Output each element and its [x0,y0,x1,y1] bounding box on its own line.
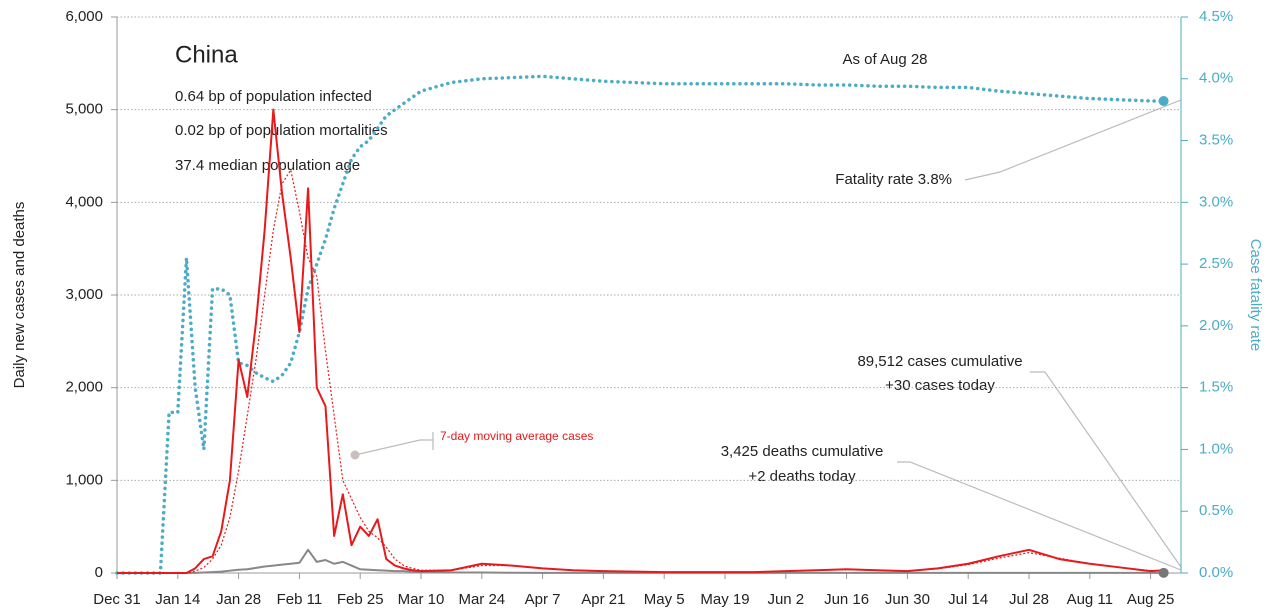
x-tick-label: Mar 24 [458,591,505,608]
end-dot [1158,567,1169,578]
annotation: As of Aug 28 [842,51,927,68]
x-tick-label: Jul 14 [948,591,988,608]
x-tick-label: Jun 2 [767,591,804,608]
y2-tick-label: 4.5% [1199,8,1233,25]
annotation: +2 deaths today [748,468,856,485]
leader-line [354,439,433,456]
y-tick-label: 4,000 [65,193,103,210]
series-line [117,548,1164,574]
y2-tick-label: 1.5% [1199,379,1233,396]
leaders [354,99,1182,571]
y2-tick-label: 2.0% [1199,317,1233,334]
annotation: 89,512 cases cumulative [857,353,1022,370]
y-tick-label: 3,000 [65,286,103,303]
annotation: +30 cases today [885,377,995,394]
subtitle: 0.02 bp of population mortalities [175,122,388,139]
y-tick-label: 2,000 [65,379,103,396]
x-tick-label: Aug 25 [1127,591,1175,608]
y2-tick-label: 0.0% [1199,564,1233,581]
end-dot [1158,96,1169,107]
x-tick-label: Aug 11 [1067,591,1113,608]
y2-tick-label: 0.5% [1199,502,1233,519]
leader-line [1030,371,1182,568]
leader-line [897,461,1182,571]
y2-tick-label: 2.5% [1199,255,1233,272]
x-tick-label: Jan 14 [155,591,200,608]
leader-dot [350,450,360,460]
x-tick-label: Mar 10 [398,591,445,608]
x-tick-label: Feb 11 [277,591,323,608]
annotation: 7-day moving average cases [440,429,593,443]
y-tick-label: 6,000 [65,8,103,25]
y-tick-label: 5,000 [65,101,103,118]
x-tick-label: Jul 28 [1009,591,1049,608]
x-tick-label: Jun 30 [885,591,930,608]
chart-title: China [175,41,238,68]
y-tick-label: 0 [95,564,103,581]
annotation: 3,425 deaths cumulative [721,443,884,460]
y2-axis-label: Case fatality rate [1247,239,1264,352]
x-tick-label: Apr 7 [525,591,561,608]
y2-tick-label: 1.0% [1199,440,1233,457]
annotation: Fatality rate 3.8% [835,171,952,188]
x-tick-label: Dec 31 [93,591,141,608]
y2-tick-label: 3.0% [1199,193,1233,210]
series-line [115,74,1166,575]
y2-tick-label: 4.0% [1199,70,1233,87]
y-tick-label: 1,000 [65,471,103,488]
series-line [117,108,1164,574]
x-tick-label: Apr 21 [581,591,625,608]
x-tick-label: May 5 [644,591,685,608]
subtitle: 37.4 median population age [175,157,360,174]
x-tick-label: Feb 25 [337,591,384,608]
series-line [117,169,1164,574]
subtitle: 0.64 bp of population infected [175,88,372,105]
x-tick-label: Jan 28 [216,591,261,608]
y-axis-label: Daily new cases and deaths [11,202,28,389]
leader-line [964,99,1182,181]
y2-tick-label: 3.5% [1199,132,1233,149]
x-tick-label: Jun 16 [824,591,869,608]
x-tick-label: May 19 [700,591,749,608]
